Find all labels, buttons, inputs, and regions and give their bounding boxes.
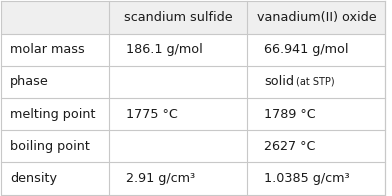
Text: scandium sulfide: scandium sulfide: [124, 11, 232, 24]
Bar: [247, 1, 385, 34]
Text: solid: solid: [264, 75, 294, 88]
Text: 1789 °C: 1789 °C: [264, 108, 316, 121]
Text: (at STP): (at STP): [296, 77, 335, 87]
Bar: [2, 34, 109, 66]
Bar: [109, 66, 247, 98]
Bar: [247, 162, 385, 195]
Bar: [247, 98, 385, 130]
Text: 1.0385 g/cm³: 1.0385 g/cm³: [264, 172, 349, 185]
Text: vanadium(II) oxide: vanadium(II) oxide: [256, 11, 376, 24]
Text: melting point: melting point: [10, 108, 96, 121]
Bar: [109, 34, 247, 66]
Bar: [2, 66, 109, 98]
Text: 2.91 g/cm³: 2.91 g/cm³: [125, 172, 195, 185]
Bar: [2, 98, 109, 130]
Bar: [109, 98, 247, 130]
Bar: [109, 162, 247, 195]
Text: boiling point: boiling point: [10, 140, 90, 153]
Bar: [247, 130, 385, 162]
Bar: [109, 1, 247, 34]
Text: density: density: [10, 172, 57, 185]
Bar: [109, 130, 247, 162]
Text: molar mass: molar mass: [10, 43, 85, 56]
Bar: [2, 130, 109, 162]
Bar: [2, 162, 109, 195]
Text: 186.1 g/mol: 186.1 g/mol: [125, 43, 202, 56]
Bar: [247, 34, 385, 66]
Bar: [247, 66, 385, 98]
Text: 1775 °C: 1775 °C: [125, 108, 178, 121]
Text: phase: phase: [10, 75, 49, 88]
Bar: [2, 1, 109, 34]
Text: 66.941 g/mol: 66.941 g/mol: [264, 43, 348, 56]
Text: 2627 °C: 2627 °C: [264, 140, 315, 153]
